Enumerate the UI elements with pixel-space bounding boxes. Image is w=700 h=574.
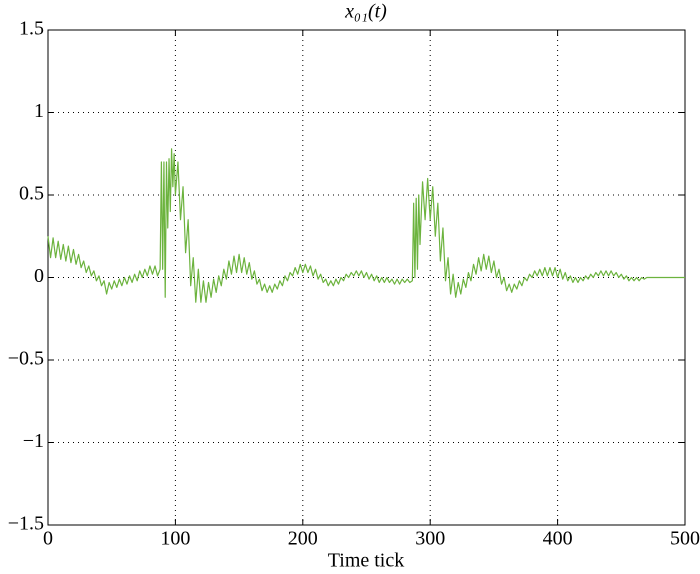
data-line [47, 148, 685, 303]
y-tick-label: 1.5 [19, 18, 44, 40]
x-tick-label: 300 [415, 528, 445, 550]
x-axis-label: Time tick [328, 550, 405, 572]
y-tick-label: −0.5 [8, 348, 44, 370]
x-tick-label: 500 [670, 528, 700, 550]
chart-title: x₀₁(t) [344, 1, 387, 23]
y-tick-label: 1 [34, 100, 44, 122]
y-tick-label: 0.5 [19, 183, 44, 205]
x-tick-label: 400 [543, 528, 573, 550]
y-tick-label: −1.5 [8, 513, 44, 535]
y-tick-label: 0 [34, 265, 44, 287]
y-tick-label: −1 [23, 430, 44, 452]
x-tick-label: 0 [43, 528, 53, 550]
x-tick-label: 200 [288, 528, 318, 550]
x-tick-label: 100 [160, 528, 190, 550]
